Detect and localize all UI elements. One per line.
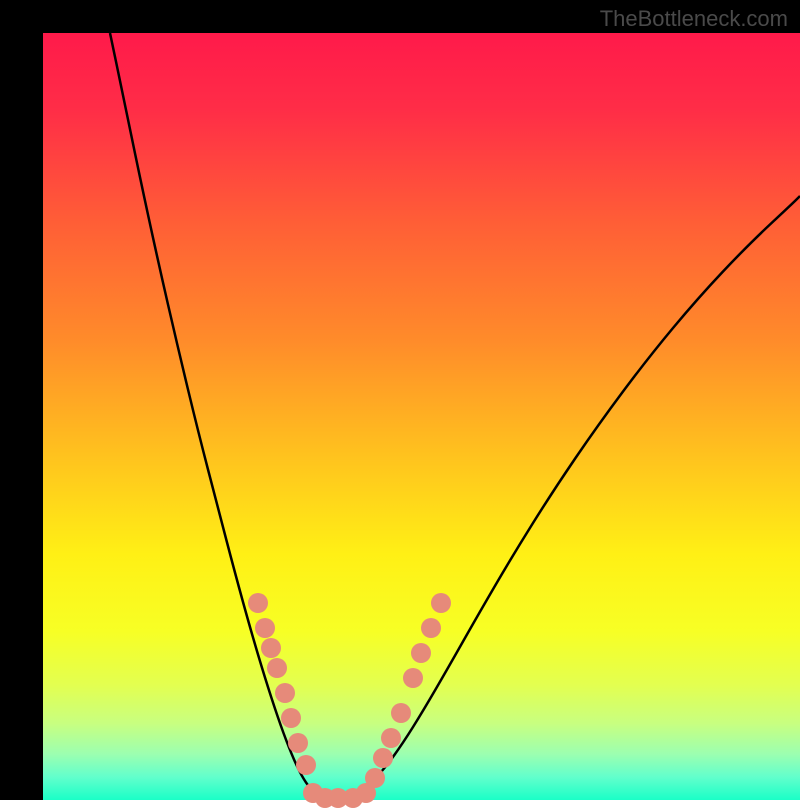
- data-marker: [411, 643, 431, 663]
- data-marker: [421, 618, 441, 638]
- chart-container: TheBottleneck.com: [0, 0, 800, 800]
- marker-layer: [43, 33, 800, 800]
- data-marker: [267, 658, 287, 678]
- data-marker: [248, 593, 268, 613]
- data-marker: [275, 683, 295, 703]
- data-marker: [365, 768, 385, 788]
- data-marker: [261, 638, 281, 658]
- data-marker: [255, 618, 275, 638]
- data-marker: [431, 593, 451, 613]
- data-marker: [381, 728, 401, 748]
- watermark-text: TheBottleneck.com: [600, 6, 788, 32]
- data-marker: [373, 748, 393, 768]
- data-marker: [281, 708, 301, 728]
- data-marker: [391, 703, 411, 723]
- plot-area: [43, 33, 800, 800]
- data-marker: [296, 755, 316, 775]
- data-marker: [403, 668, 423, 688]
- data-marker: [288, 733, 308, 753]
